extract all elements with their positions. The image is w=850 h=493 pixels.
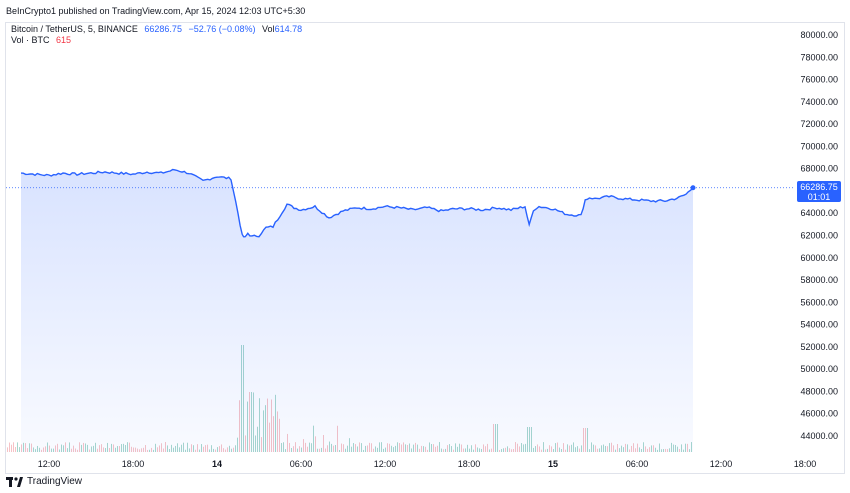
tradingview-logo-icon	[6, 476, 23, 487]
y-tick-label: 74000.00	[800, 97, 838, 107]
last-price-tag: 66286.75 01:01	[797, 181, 841, 202]
y-tick-label: 70000.00	[800, 141, 838, 151]
y-tick-label: 46000.00	[800, 409, 838, 419]
volume-bar	[7, 447, 8, 452]
x-tick-label: 12:00	[374, 459, 397, 469]
x-tick-label: 15	[548, 459, 558, 469]
legend-vol-series: Vol · BTC	[11, 35, 50, 45]
price-tag-value: 66286.75	[800, 182, 838, 192]
x-tick-label: 14	[212, 459, 222, 469]
y-tick-label: 52000.00	[800, 342, 838, 352]
x-tick-label: 18:00	[122, 459, 145, 469]
price-line	[20, 168, 694, 238]
y-tick-label: 76000.00	[800, 75, 838, 85]
x-tick-label: 12:00	[710, 459, 733, 469]
footer-brand: TradingView	[27, 476, 83, 487]
legend-change: −52.76 (−0.08%)	[188, 24, 256, 34]
legend-main: Bitcoin / TetherUS, 5, BINANCE 66286.75 …	[11, 24, 302, 34]
y-tick-label: 50000.00	[800, 364, 838, 374]
volume-bar	[11, 444, 12, 452]
y-tick-label: 44000.00	[800, 431, 838, 441]
y-tick-label: 64000.00	[800, 208, 838, 218]
last-price-dot	[690, 185, 696, 191]
x-tick-label: 06:00	[626, 459, 649, 469]
x-tick-label: 18:00	[794, 459, 817, 469]
y-tick-label: 48000.00	[800, 386, 838, 396]
volume-bar	[9, 442, 10, 452]
x-tick-label: 18:00	[458, 459, 481, 469]
y-tick-label: 72000.00	[800, 119, 838, 129]
x-axis: 12:00 18:00 14 06:00 12:00 18:00 15 06:00 12:00 1…	[38, 459, 817, 469]
y-tick-label: 68000.00	[800, 164, 838, 174]
chart-frame[interactable]	[5, 22, 845, 474]
legend-vol-label: Vol	[262, 24, 275, 34]
legend-symbol: Bitcoin / TetherUS, 5, BINANCE	[11, 24, 138, 34]
legend-last: 66286.75	[144, 24, 182, 34]
footer: TradingView	[6, 476, 82, 487]
legend-vol-value: 614.78	[274, 24, 303, 34]
y-tick-label: 80000.00	[800, 30, 838, 40]
price-area	[21, 169, 693, 452]
x-tick-label: 06:00	[290, 459, 313, 469]
volume-bar	[19, 447, 20, 452]
y-axis: 80000.00 78000.00 76000.00 74000.00 72000.00…	[800, 30, 838, 441]
x-tick-label: 12:00	[38, 459, 61, 469]
volume-bar	[15, 446, 16, 452]
legend-volume: Vol · BTC 615	[11, 35, 71, 45]
y-tick-label: 60000.00	[800, 253, 838, 263]
publish-line: BeInCrypto1 published on TradingView.com…	[6, 6, 306, 16]
legend-vol-series-value: 615	[56, 35, 72, 45]
y-tick-label: 78000.00	[800, 52, 838, 62]
y-tick-label: 54000.00	[800, 320, 838, 330]
volume-bar	[17, 442, 18, 452]
volume-bar	[13, 442, 14, 452]
price-tag-countdown: 01:01	[807, 192, 831, 202]
y-tick-label: 58000.00	[800, 275, 838, 285]
y-tick-label: 56000.00	[800, 297, 838, 307]
y-tick-label: 62000.00	[800, 231, 838, 241]
